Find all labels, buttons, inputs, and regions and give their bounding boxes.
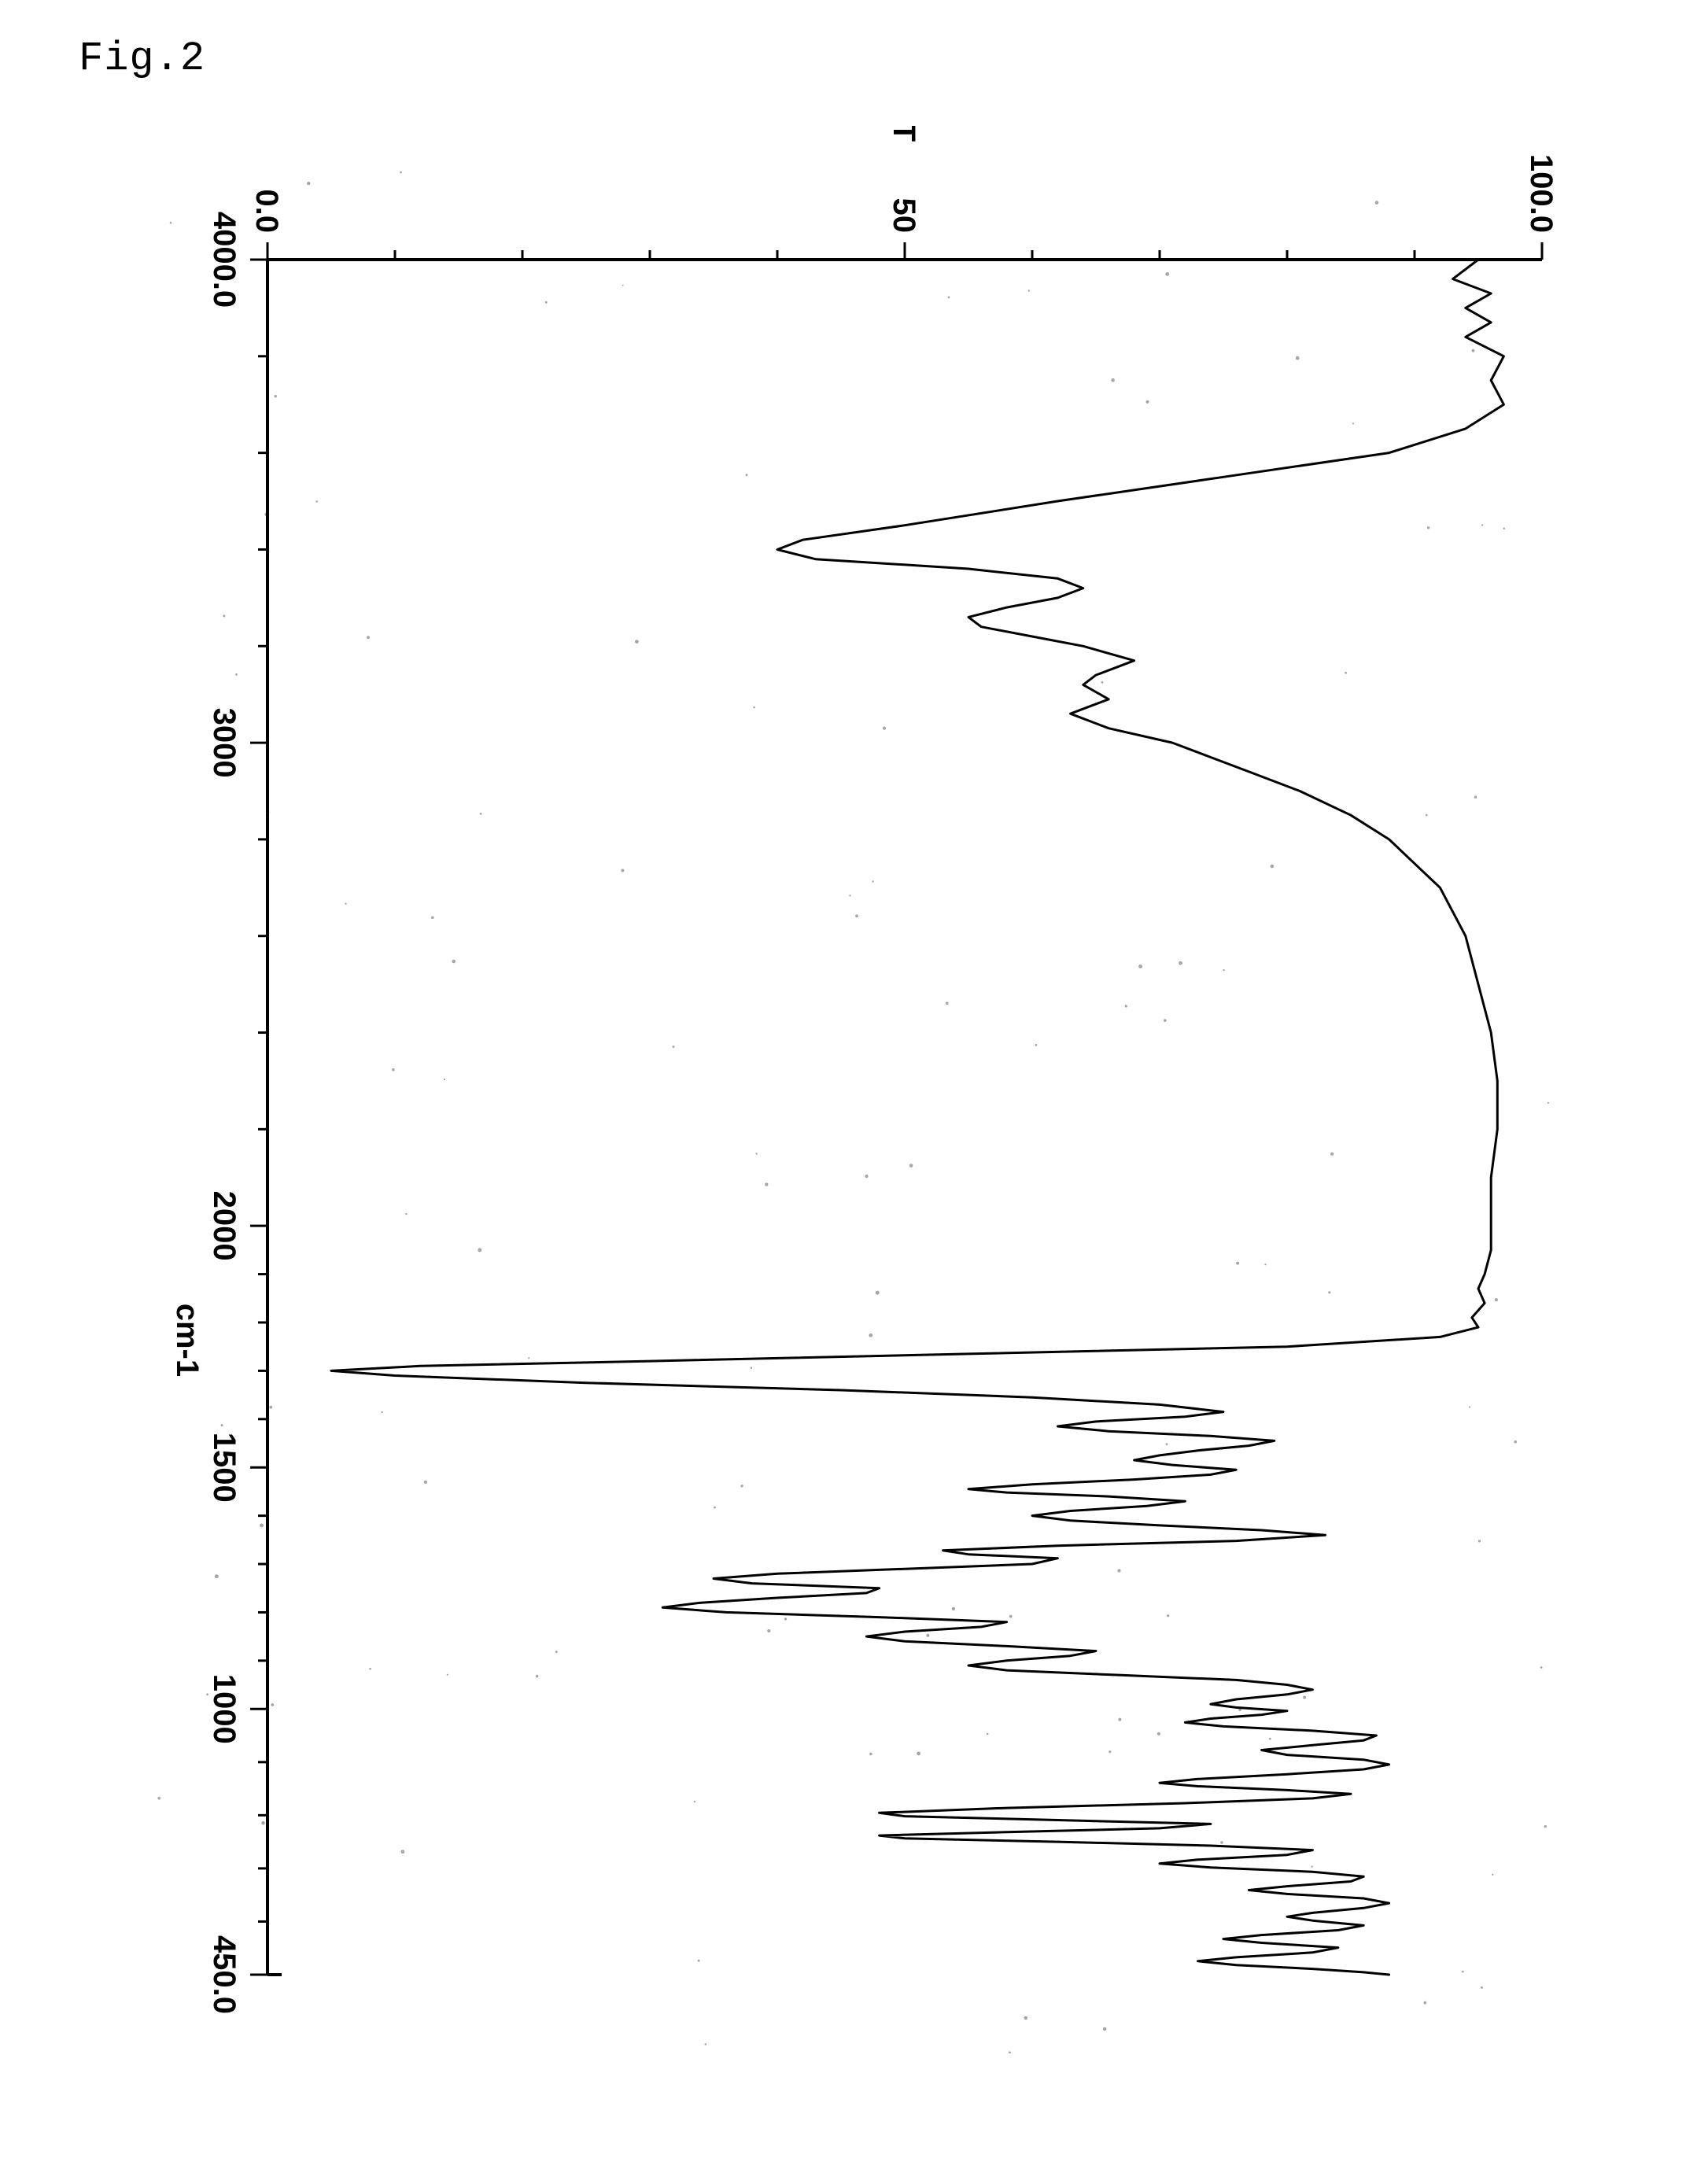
xtick-label: 1000 [207, 1674, 242, 1744]
figure-label: Fig.2 [79, 35, 205, 82]
xtick-label: 4000.0 [207, 212, 242, 308]
chart-svg: 4000.0 3000 2000 1500 1000 450.0 0.0 50 100.0 cm-… [118, 126, 1589, 2053]
xtick-label: 1500 [207, 1433, 242, 1503]
ytick-label: 0.0 [249, 189, 284, 233]
y-axis-label: %T [887, 126, 921, 142]
ir-spectrum-chart: 4000.03000200015001000450.00.050100.0cm-… [0, 354, 1708, 1825]
ytick-label: 50 [887, 198, 921, 234]
xtick-label: 3000 [207, 708, 242, 778]
xtick-label: 450.0 [207, 1935, 242, 2014]
xtick-label: 2000 [207, 1191, 242, 1261]
x-axis-label: cm-1 [170, 1304, 205, 1377]
ytick-label: 100.0 [1524, 154, 1559, 233]
